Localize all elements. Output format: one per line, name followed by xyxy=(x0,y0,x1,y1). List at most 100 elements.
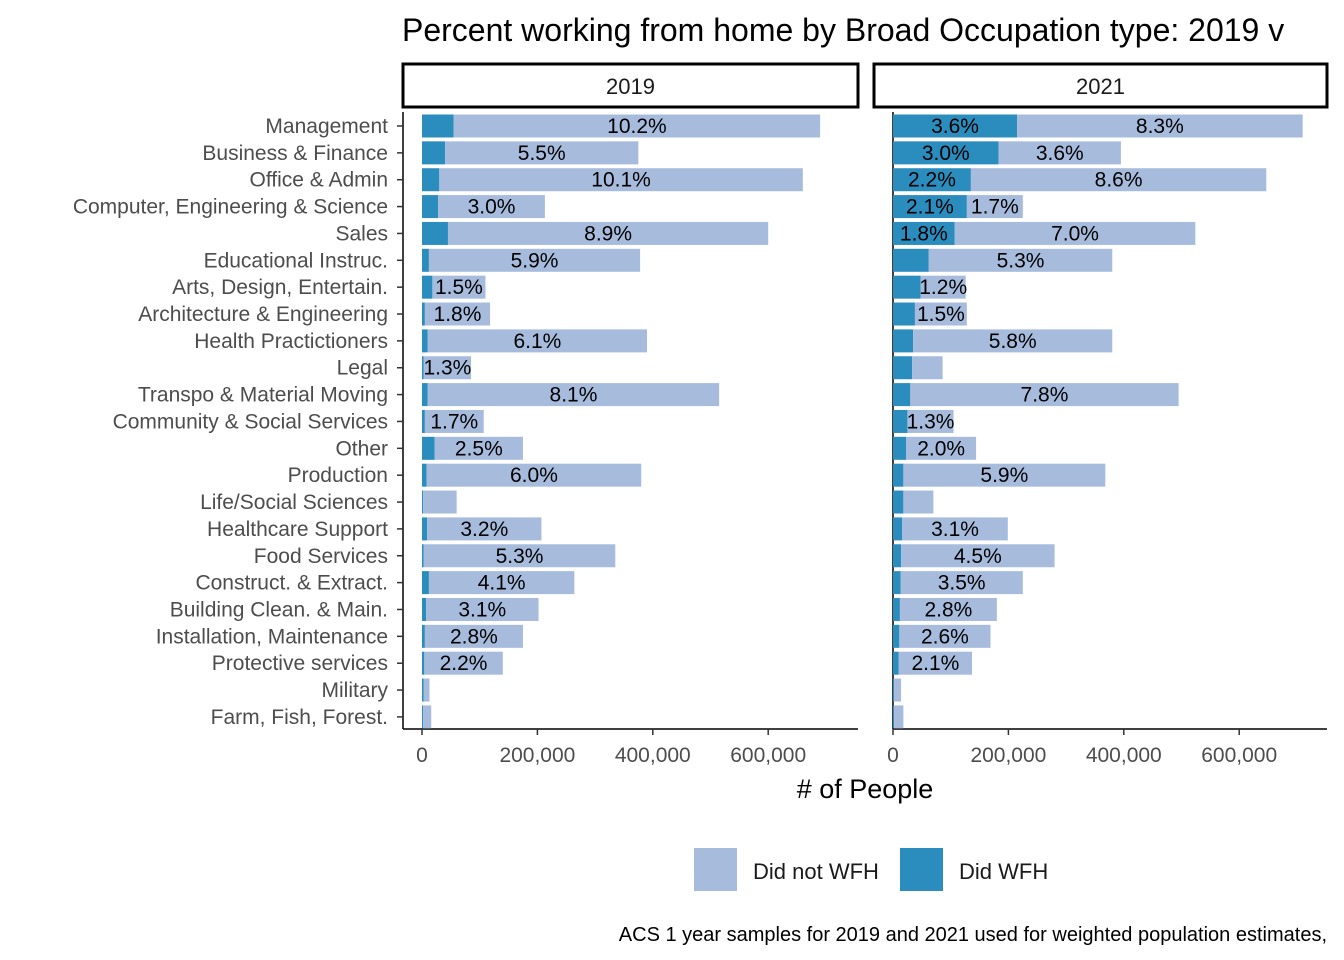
bar-label-no-wfh-2019-healthcare-support: 3.2% xyxy=(460,518,508,541)
bar-no-wfh-2019-building-clean-main xyxy=(426,597,539,621)
facet-label-2021: 2021 xyxy=(1076,74,1125,99)
bar-no-wfh-2019-legal xyxy=(423,356,472,380)
chart-title: Percent working from home by Broad Occup… xyxy=(402,12,1284,48)
bar-no-wfh-2021-computer-engineering-science xyxy=(966,195,1023,219)
bar-wfh-2021-sales xyxy=(893,221,955,245)
x-tick-label-2019-1: 200,000 xyxy=(499,744,575,767)
bar-label-no-wfh-2021-installation-maintenance: 2.6% xyxy=(921,625,969,648)
bar-label-no-wfh-2021-business-finance: 3.6% xyxy=(1036,142,1084,165)
bar-wfh-2019-food-services xyxy=(422,544,424,568)
bar-wfh-2021-other xyxy=(893,436,907,460)
bar-no-wfh-2019-farm-fish-forest xyxy=(423,705,432,729)
bar-no-wfh-2021-office-admin xyxy=(970,168,1267,192)
bar-label-no-wfh-2021-office-admin: 8.6% xyxy=(1095,169,1143,192)
x-tick-label-2021-0: 0 xyxy=(887,744,899,767)
bar-no-wfh-2021-educational-instruc xyxy=(928,248,1113,272)
category-label-office-admin: Office & Admin xyxy=(249,169,388,192)
x-tick-label-2021-2: 400,000 xyxy=(1086,744,1162,767)
category-label-health-practictioners: Health Practictioners xyxy=(194,330,388,353)
bar-label-no-wfh-2019-community-social-services: 1.7% xyxy=(430,410,478,433)
bar-wfh-2021-health-practictioners xyxy=(893,329,914,353)
category-label-food-services: Food Services xyxy=(254,545,388,568)
bar-wfh-2021-legal xyxy=(893,356,913,380)
bar-wfh-2021-farm-fish-forest xyxy=(893,705,895,729)
bar-no-wfh-2019-arts-design-entertain xyxy=(432,275,486,299)
bar-wfh-2019-construct-extract xyxy=(422,571,429,595)
bar-label-wfh-2021-computer-engineering-science: 2.1% xyxy=(906,196,954,219)
bar-no-wfh-2021-transpo-material-moving xyxy=(910,383,1179,407)
bar-label-no-wfh-2019-management: 10.2% xyxy=(607,115,667,138)
bar-no-wfh-2019-military xyxy=(423,678,430,702)
bar-no-wfh-2019-installation-maintenance xyxy=(424,624,523,648)
bar-no-wfh-2021-military xyxy=(894,678,902,702)
category-label-architecture-engineering: Architecture & Engineering xyxy=(138,303,388,326)
bar-wfh-2021-installation-maintenance xyxy=(893,624,900,648)
category-label-computer-engineering-science: Computer, Engineering & Science xyxy=(73,196,388,219)
bar-no-wfh-2021-farm-fish-forest xyxy=(894,705,904,729)
bar-no-wfh-2021-healthcare-support xyxy=(902,517,1008,541)
bar-label-wfh-2021-sales: 1.8% xyxy=(900,222,948,245)
bar-no-wfh-2019-business-finance xyxy=(445,141,639,165)
bar-no-wfh-2021-business-finance xyxy=(998,141,1121,165)
bar-no-wfh-2019-health-practictioners xyxy=(427,329,648,353)
bar-label-no-wfh-2021-computer-engineering-science: 1.7% xyxy=(971,196,1019,219)
legend-swatch-did-wfh xyxy=(900,848,943,891)
bar-no-wfh-2019-production xyxy=(426,463,642,487)
legend-label-did-not-wfh: Did not WFH xyxy=(753,859,879,884)
bar-label-no-wfh-2021-community-social-services: 1.3% xyxy=(907,410,955,433)
bar-no-wfh-2021-life-social-sciences xyxy=(903,490,934,514)
bar-wfh-2021-protective-services xyxy=(893,651,899,675)
bar-no-wfh-2021-management xyxy=(1017,114,1303,138)
category-label-life-social-sciences: Life/Social Sciences xyxy=(200,491,388,514)
bar-label-no-wfh-2021-transpo-material-moving: 7.8% xyxy=(1021,384,1069,407)
bar-wfh-2021-healthcare-support xyxy=(893,517,903,541)
chart-caption: ACS 1 year samples for 2019 and 2021 use… xyxy=(619,924,1327,946)
category-label-healthcare-support: Healthcare Support xyxy=(207,518,388,541)
bar-no-wfh-2019-community-social-services xyxy=(424,409,484,433)
bar-wfh-2019-protective-services xyxy=(422,651,425,675)
bar-wfh-2019-educational-instruc xyxy=(422,248,429,272)
bar-no-wfh-2021-legal xyxy=(912,356,943,380)
bar-label-no-wfh-2019-installation-maintenance: 2.8% xyxy=(450,625,498,648)
bar-label-no-wfh-2019-sales: 8.9% xyxy=(584,222,632,245)
bar-label-no-wfh-2021-other: 2.0% xyxy=(917,437,965,460)
bar-label-no-wfh-2021-sales: 7.0% xyxy=(1051,222,1099,245)
bar-wfh-2019-office-admin xyxy=(422,168,440,192)
bar-label-no-wfh-2021-arts-design-entertain: 1.2% xyxy=(919,276,967,299)
category-label-arts-design-entertain: Arts, Design, Entertain. xyxy=(172,276,388,299)
bar-wfh-2019-healthcare-support xyxy=(422,517,428,541)
bar-wfh-2021-building-clean-main xyxy=(893,597,900,621)
bar-label-no-wfh-2019-arts-design-entertain: 1.5% xyxy=(435,276,483,299)
bar-label-no-wfh-2019-educational-instruc: 5.9% xyxy=(511,249,559,272)
bar-wfh-2019-computer-engineering-science xyxy=(422,195,439,219)
category-label-other: Other xyxy=(335,437,388,460)
bar-no-wfh-2021-architecture-engineering xyxy=(914,302,967,326)
bar-no-wfh-2019-protective-services xyxy=(424,651,503,675)
bar-wfh-2021-computer-engineering-science xyxy=(893,195,967,219)
bar-wfh-2019-military xyxy=(422,678,424,702)
bar-label-no-wfh-2019-other: 2.5% xyxy=(455,437,503,460)
bar-wfh-2021-educational-instruc xyxy=(893,248,929,272)
category-label-community-social-services: Community & Social Services xyxy=(113,410,388,433)
category-label-farm-fish-forest: Farm, Fish, Forest. xyxy=(211,706,388,729)
bar-wfh-2021-military xyxy=(893,678,895,702)
bar-wfh-2019-installation-maintenance xyxy=(422,624,425,648)
facet-strip-2021: 2021 xyxy=(872,62,1329,109)
bar-label-no-wfh-2019-office-admin: 10.1% xyxy=(591,169,651,192)
bar-wfh-2021-food-services xyxy=(893,544,902,568)
panel-2019: 0 200,000 400,000 600,000 10.2% 5.5% 10.1% 3.0%… xyxy=(397,112,858,767)
bar-no-wfh-2021-sales xyxy=(954,221,1196,245)
bar-label-no-wfh-2019-construct-extract: 4.1% xyxy=(478,572,526,595)
bar-wfh-2019-legal xyxy=(422,356,424,380)
bar-label-no-wfh-2021-management: 8.3% xyxy=(1136,115,1184,138)
bar-no-wfh-2019-construct-extract xyxy=(428,571,575,595)
bar-label-no-wfh-2019-transpo-material-moving: 8.1% xyxy=(550,384,598,407)
bar-label-no-wfh-2021-educational-instruc: 5.3% xyxy=(997,249,1045,272)
bar-label-no-wfh-2021-construct-extract: 3.5% xyxy=(938,572,986,595)
bar-label-no-wfh-2019-building-clean-main: 3.1% xyxy=(458,598,506,621)
bar-no-wfh-2019-management xyxy=(453,114,821,138)
bar-label-wfh-2021-office-admin: 2.2% xyxy=(908,169,956,192)
category-label-transpo-material-moving: Transpo & Material Moving xyxy=(138,384,388,407)
bar-wfh-2021-community-social-services xyxy=(893,409,908,433)
